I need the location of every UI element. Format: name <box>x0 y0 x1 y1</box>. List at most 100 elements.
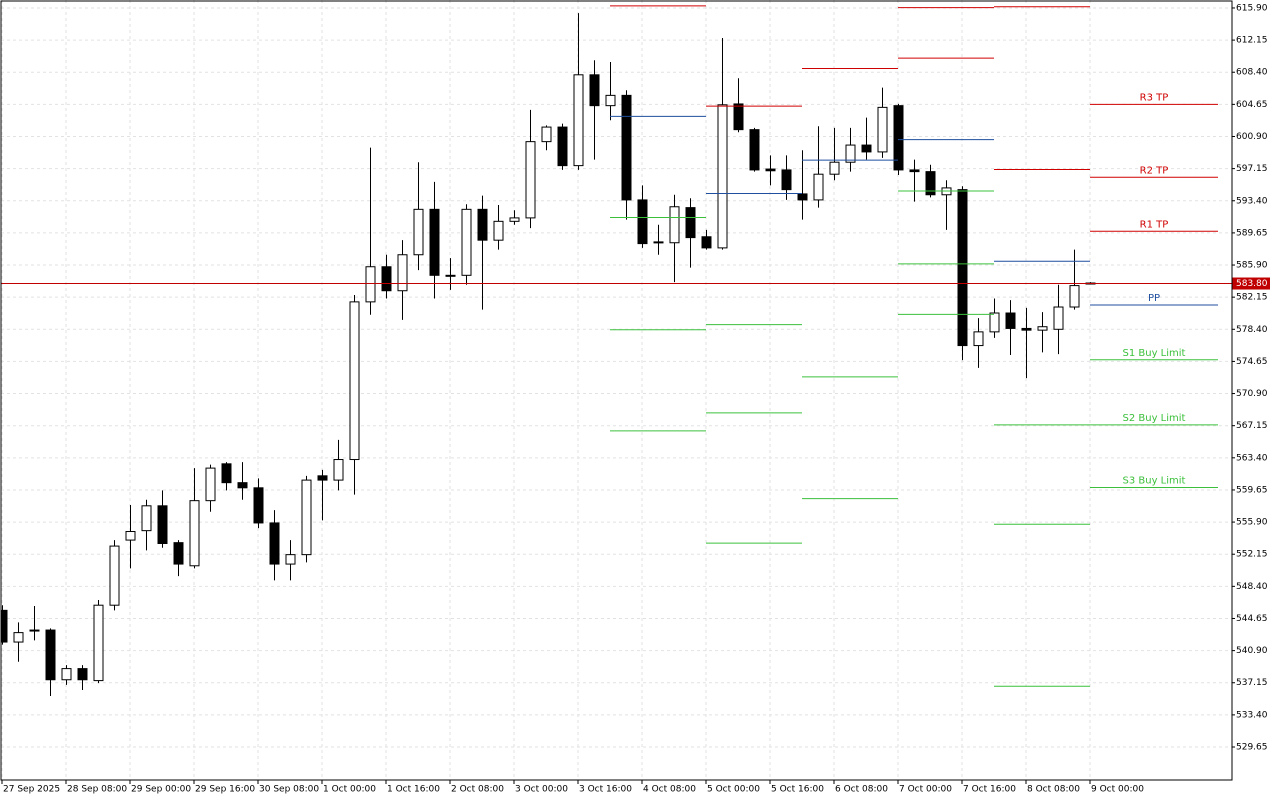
x-tick-label: 5 Oct 00:00 <box>707 785 760 795</box>
y-tick-label: 593.40 <box>1236 196 1268 206</box>
level-label: S3 Buy Limit <box>1123 475 1186 486</box>
level-label: S1 Buy Limit <box>1123 348 1186 359</box>
y-tick-label: 597.15 <box>1236 164 1268 174</box>
candle-body-down <box>957 189 968 347</box>
candle-body-down <box>765 168 776 172</box>
candle-body-down <box>653 241 664 244</box>
plot-frame <box>0 0 1233 781</box>
candle-body-up <box>109 545 120 606</box>
candle-body-up <box>493 220 504 241</box>
x-tick-label: 27 Sep 2025 <box>3 785 60 795</box>
candle-body-up <box>413 208 424 256</box>
candle-body-down <box>621 94 632 201</box>
y-tick-label: 600.90 <box>1236 132 1268 142</box>
candle-body-down <box>925 171 936 196</box>
candle-body-down <box>861 144 872 153</box>
x-tick-label: 30 Sep 08:00 <box>259 785 319 795</box>
y-tick-label: 555.90 <box>1236 518 1268 528</box>
y-tick-label: 544.65 <box>1236 614 1268 624</box>
y-tick-label: 615.90 <box>1236 3 1268 13</box>
candle-body-up <box>1069 285 1080 308</box>
candle-body-down <box>637 199 648 245</box>
y-tick-label: 589.65 <box>1236 228 1268 238</box>
candle-body-down <box>477 208 488 241</box>
candle-body-up <box>461 208 472 276</box>
candle-body-up <box>365 266 376 303</box>
y-tick-label: 540.90 <box>1236 646 1268 656</box>
grid <box>1 0 1232 780</box>
candle-body-down <box>781 169 792 191</box>
axes: 615.90 612.15 608.40 604.65 600.90 597.15 593.… <box>1 3 1270 795</box>
candle-body-up <box>349 301 360 461</box>
x-tick-label: 7 Oct 00:00 <box>899 785 952 795</box>
candle-body-down <box>701 236 712 249</box>
x-tick-label: 5 Oct 16:00 <box>771 785 824 795</box>
y-tick-label: 582.15 <box>1236 293 1268 303</box>
candle-body-up <box>717 104 728 249</box>
candle-body-down <box>221 463 232 484</box>
candle-body-up <box>973 331 984 347</box>
candle-body-down <box>253 487 264 524</box>
candle-body-up <box>605 94 616 107</box>
y-tick-label: 585.90 <box>1236 261 1268 271</box>
y-tick-label: 604.65 <box>1236 100 1268 110</box>
candle-body-up <box>301 479 312 556</box>
candle-body-up <box>669 206 680 244</box>
level-label: R1 TP <box>1140 219 1169 230</box>
candle-body-down <box>237 482 248 489</box>
x-tick-label: 3 Oct 00:00 <box>515 785 568 795</box>
candle-body-up <box>845 144 856 163</box>
level-label: S2 Buy Limit <box>1123 413 1186 424</box>
y-tick-label: 559.65 <box>1236 485 1268 495</box>
x-tick-label: 3 Oct 16:00 <box>579 785 632 795</box>
candle-body-up <box>61 668 72 681</box>
current-price-label: 583.80 <box>1236 279 1268 289</box>
candle-body-up <box>877 106 888 153</box>
level-label: PP <box>1148 293 1160 304</box>
candle-body-down <box>445 274 456 277</box>
y-tick-label: 612.15 <box>1236 36 1268 46</box>
candle-body-down <box>797 193 808 201</box>
x-tick-label: 7 Oct 16:00 <box>963 785 1016 795</box>
x-tick-label: 29 Sep 00:00 <box>131 785 191 795</box>
candle-body-down <box>749 129 760 171</box>
candle-body-up <box>13 632 24 643</box>
y-tick-label: 574.65 <box>1236 357 1268 367</box>
candle-body-up <box>285 554 296 565</box>
candle-body-down <box>381 266 392 292</box>
candle-body-up <box>989 312 1000 333</box>
candle-body-down <box>1005 312 1016 329</box>
candle-body-down <box>429 208 440 276</box>
candle-body-down <box>733 103 744 131</box>
y-tick-label: 570.90 <box>1236 389 1268 399</box>
y-tick-label: 533.40 <box>1236 710 1268 720</box>
candle-body-up <box>93 604 104 682</box>
y-tick-label: 529.65 <box>1236 743 1268 753</box>
candle-body-down <box>317 475 328 481</box>
level-label: R3 TP <box>1140 92 1169 103</box>
candle-body-down <box>685 207 696 239</box>
candle-body-down <box>173 542 184 565</box>
candle-body-up <box>829 161 840 175</box>
x-tick-label: 8 Oct 08:00 <box>1027 785 1080 795</box>
x-tick-label: 1 Oct 00:00 <box>323 785 376 795</box>
x-tick-label: 2 Oct 08:00 <box>451 785 504 795</box>
current-price-box <box>1232 277 1270 290</box>
candle-body-down <box>77 668 88 681</box>
candle-body-down <box>269 522 280 565</box>
plot-area: R3 TP R2 TP R1 TP PP S1 Buy Limit S2 Buy Limi… <box>1 5 1232 697</box>
candle-body-up <box>573 74 584 167</box>
candle-body-down <box>589 74 600 107</box>
candle-body-up <box>525 141 536 219</box>
y-tick-label: 552.15 <box>1236 550 1268 560</box>
y-tick-label: 537.15 <box>1236 678 1268 688</box>
x-tick-label: 1 Oct 16:00 <box>387 785 440 795</box>
candle-body-down <box>909 169 920 173</box>
candle-body-up <box>205 467 216 502</box>
candle-body-up <box>1053 306 1064 330</box>
level-label: R2 TP <box>1140 165 1169 176</box>
candle-body-down <box>29 629 40 632</box>
y-tick-label: 608.40 <box>1236 68 1268 78</box>
